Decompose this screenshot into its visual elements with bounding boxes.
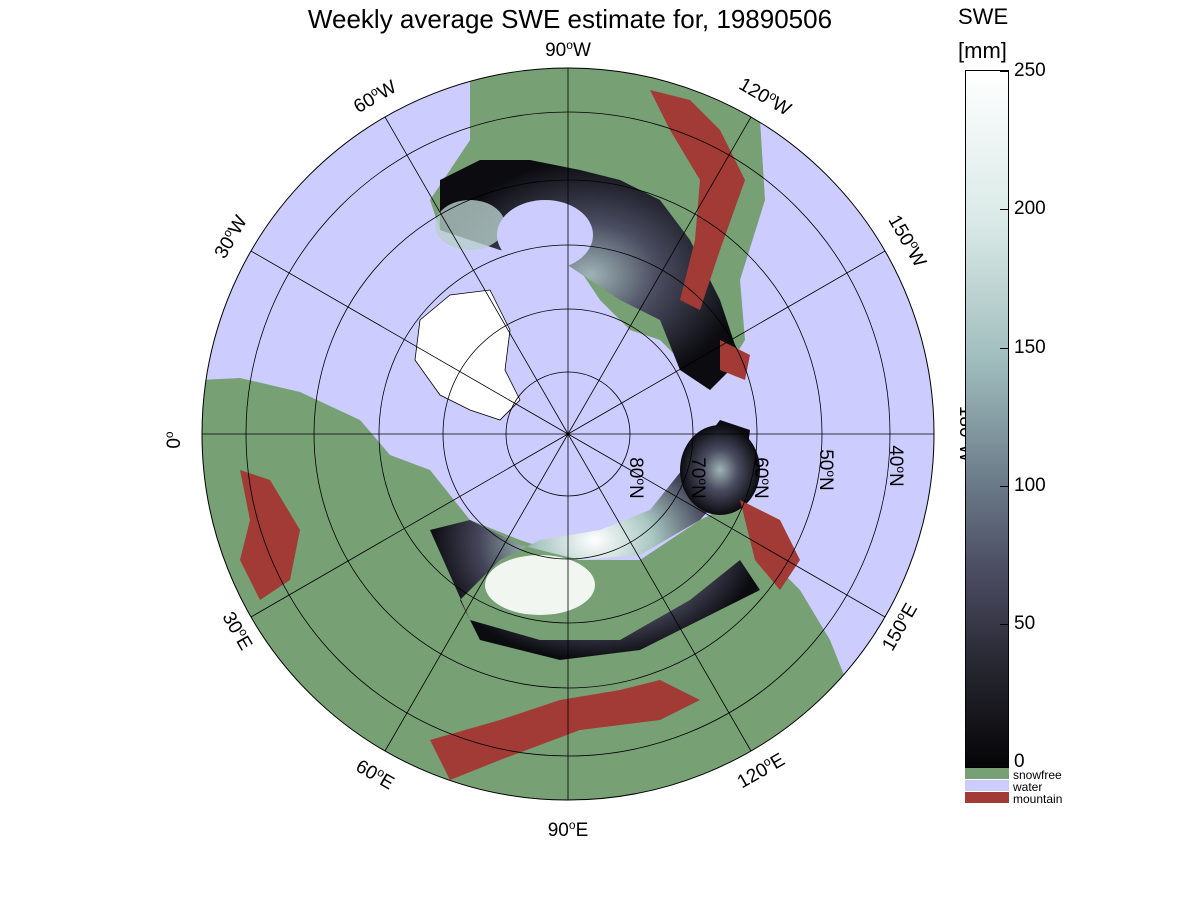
lat-label-60n: 60oN xyxy=(750,457,773,499)
mountain-east-siberia xyxy=(740,500,800,590)
colorbar-tickmark xyxy=(1000,209,1009,210)
colorbar-tick-100: 100 xyxy=(1014,475,1046,496)
mountain-central-asia xyxy=(430,680,700,780)
colorbar-tick-50: 50 xyxy=(1014,613,1036,634)
colorbar-unit: [mm] xyxy=(958,38,1007,63)
legend-label-water: water xyxy=(1013,780,1043,794)
swe-colorbar xyxy=(965,70,1009,768)
colorbar-tickmark xyxy=(1000,486,1009,487)
hudson-bay xyxy=(497,200,593,270)
lat-label-70n: 70oN xyxy=(687,457,710,499)
lon-label-60e: 60oE xyxy=(352,754,399,794)
lon-label-60w: 60oW xyxy=(349,75,400,118)
lat-label-50n: 50oN xyxy=(815,449,838,491)
lon-label-0: 0o xyxy=(162,431,185,449)
colorbar-tickmark xyxy=(1000,624,1009,625)
snow-peak-siberia xyxy=(485,555,595,615)
lon-label-90e: 90oE xyxy=(548,818,589,841)
colorbar-tick-0: 0 xyxy=(1014,751,1025,772)
legend-label-mountain: mountain xyxy=(1013,792,1063,806)
lon-label-90w: 90oW xyxy=(545,38,591,61)
lat-label-40n: 40oN xyxy=(885,445,908,487)
colorbar-tick-200: 200 xyxy=(1014,198,1046,219)
colorbar-tickmark xyxy=(1000,348,1009,349)
legend-swatch-snowfree xyxy=(965,768,1009,779)
colorbar-tick-250: 250 xyxy=(1014,60,1046,81)
legend-label-snowfree: snowfree xyxy=(1013,768,1062,782)
colorbar-title: SWE xyxy=(958,4,1009,29)
snow-peak-canada xyxy=(435,200,505,250)
snow-field-east-siberia xyxy=(680,425,760,515)
map-surface xyxy=(202,68,934,800)
greenland xyxy=(414,289,521,421)
lat-label-80n: 80oN xyxy=(625,457,648,499)
colorbar-tick-150: 150 xyxy=(1014,337,1046,358)
map-border xyxy=(201,67,935,801)
colorbar-tickmark xyxy=(1000,71,1009,72)
mountain-europe xyxy=(240,470,300,600)
mountain-rockies xyxy=(650,90,745,310)
legend-swatch-water xyxy=(965,780,1009,791)
legend-swatch-mountain xyxy=(965,792,1009,803)
mountain-alaska xyxy=(720,340,750,380)
graticule xyxy=(202,68,934,800)
lon-label-30w: 30oW xyxy=(209,211,252,262)
map-title: Weekly average SWE estimate for, 1989050… xyxy=(307,4,833,34)
snow-field-siberia xyxy=(430,420,760,660)
